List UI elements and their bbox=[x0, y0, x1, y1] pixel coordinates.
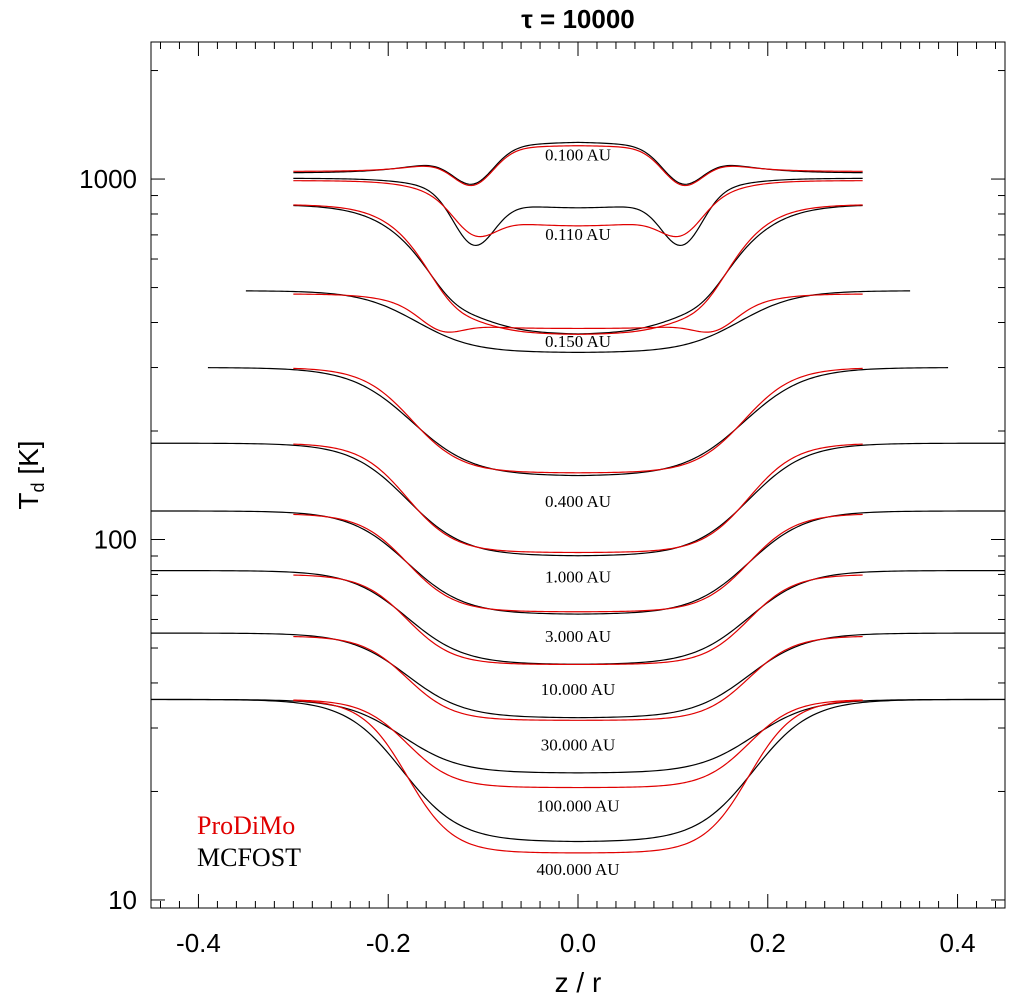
curve-series bbox=[151, 141, 1005, 854]
curve-label: 0.100 AU bbox=[545, 145, 611, 164]
curve-label: 400.000 AU bbox=[536, 860, 619, 879]
mcfost-curve bbox=[151, 698, 1005, 843]
y-axis-label-main: T bbox=[13, 492, 44, 509]
axis-ticks bbox=[151, 42, 1005, 908]
y-axis-label-subscript: d bbox=[28, 482, 48, 492]
curve-label: 3.000 AU bbox=[545, 627, 611, 646]
x-tick-label: 0.0 bbox=[560, 928, 596, 958]
y-tick-label: 100 bbox=[94, 525, 137, 555]
mcfost-curve bbox=[151, 510, 1005, 615]
x-tick-label: 0.4 bbox=[939, 928, 975, 958]
chart-title: τ = 10000 bbox=[521, 4, 635, 34]
curve-labels: 0.100 AU 0.110 AU 0.150 AU 0.400 AU 1.000 AU… bbox=[536, 145, 619, 878]
curve-label: 0.150 AU bbox=[545, 332, 611, 351]
x-tick-label: 0.2 bbox=[750, 928, 786, 958]
prodimo-curve bbox=[293, 699, 863, 789]
mcfost-curve bbox=[151, 442, 1005, 557]
prodimo-curve bbox=[293, 574, 863, 666]
legend-entry-prodimo: ProDiMo bbox=[197, 811, 295, 840]
prodimo-curve bbox=[293, 513, 863, 613]
curve-label: 10.000 AU bbox=[541, 680, 616, 699]
mcfost-curve bbox=[245, 290, 911, 353]
mcfost-curve bbox=[207, 367, 949, 477]
prodimo-curve bbox=[293, 443, 863, 554]
curve-label: 100.000 AU bbox=[536, 796, 619, 815]
curve-label: 0.400 AU bbox=[545, 492, 611, 511]
legend: ProDiMo MCFOST bbox=[197, 811, 301, 872]
prodimo-curve bbox=[293, 367, 863, 474]
axis-tick-labels: -0.4 -0.2 0.0 0.2 0.4 10 100 1000 bbox=[79, 164, 975, 958]
y-tick-label: 10 bbox=[108, 885, 137, 915]
curve-label: 1.000 AU bbox=[545, 567, 611, 586]
x-tick-label: -0.2 bbox=[366, 928, 411, 958]
legend-entry-mcfost: MCFOST bbox=[197, 843, 301, 872]
y-axis-label-unit: [K] bbox=[13, 440, 44, 482]
prodimo-curve bbox=[293, 145, 863, 187]
x-axis-label: z / r bbox=[555, 967, 602, 998]
prodimo-curve bbox=[293, 635, 863, 721]
prodimo-curve bbox=[293, 699, 863, 854]
prodimo-curve bbox=[293, 293, 863, 333]
y-tick-label: 1000 bbox=[79, 164, 137, 194]
mcfost-curve bbox=[151, 632, 1005, 719]
curve-label: 0.110 AU bbox=[545, 225, 611, 244]
prodimo-curve bbox=[293, 180, 863, 238]
mcfost-curve bbox=[293, 177, 863, 247]
prodimo-curve bbox=[293, 204, 863, 335]
x-tick-label: -0.4 bbox=[176, 928, 221, 958]
y-axis-label: Td [K] bbox=[13, 440, 48, 509]
curve-label: 30.000 AU bbox=[541, 735, 616, 754]
